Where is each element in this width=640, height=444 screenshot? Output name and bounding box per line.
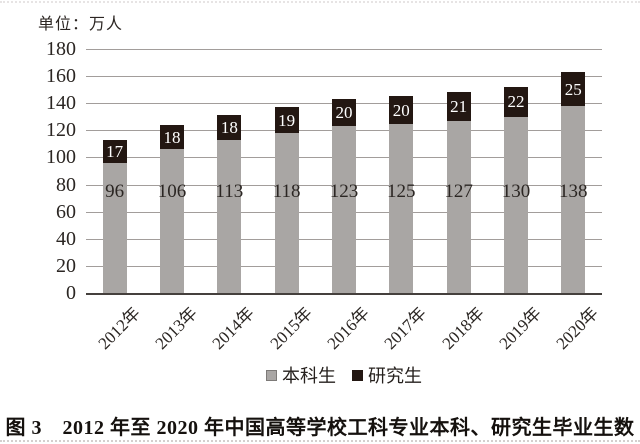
- stacked-bar: 25 138: [559, 72, 588, 293]
- stacked-bar: 18 106: [157, 124, 187, 293]
- bar-slot: 18 113: [201, 49, 258, 293]
- graduate-segment: 21: [446, 92, 471, 121]
- graduate-value-label: 20: [335, 103, 353, 123]
- bar-slot: 18 106: [143, 49, 200, 293]
- y-tick-label: 0: [66, 282, 76, 304]
- legend-item-研究生: 研究生: [352, 362, 422, 388]
- undergraduate-segment: [446, 120, 471, 293]
- undergraduate-value-label: 138: [559, 181, 588, 202]
- bar-slot: 21 127: [430, 49, 487, 293]
- undergraduate-segment: [331, 126, 356, 293]
- bars-container: 17 96 18 106 18 113 19 118 20 123 20 125 21 127 22 130 2…: [86, 49, 602, 293]
- graduate-value-label: 19: [278, 110, 296, 130]
- undergraduate-value-label: 130: [501, 181, 531, 202]
- legend-swatch-icon: [266, 369, 277, 381]
- y-tick-label: 160: [46, 65, 76, 88]
- undergraduate-segment: [102, 162, 127, 293]
- undergraduate-segment: [503, 116, 528, 293]
- stacked-bar: 20 123: [329, 99, 359, 293]
- undergraduate-segment: [389, 123, 414, 293]
- bar-slot: 17 96: [86, 49, 143, 293]
- graduate-value-label: 18: [220, 118, 238, 138]
- undergraduate-value-label: 106: [157, 181, 187, 202]
- undergraduate-segment: [561, 105, 586, 293]
- y-tick-label: 140: [46, 92, 76, 115]
- legend-item-本科生: 本科生: [266, 362, 336, 388]
- undergraduate-value-label: 127: [444, 181, 473, 202]
- undergraduate-value-label: 113: [215, 181, 244, 202]
- graduate-segment: 20: [331, 99, 356, 127]
- stacked-bar: 21 127: [444, 92, 473, 293]
- bar-slot: 22 130: [487, 49, 544, 293]
- undergraduate-value-label: 118: [272, 181, 301, 202]
- stacked-bar: 19 118: [272, 107, 301, 293]
- undergraduate-value-label: 123: [329, 181, 359, 202]
- graduate-segment: 17: [102, 139, 127, 163]
- stacked-bar: 18 113: [215, 115, 244, 293]
- legend: 本科生 研究生: [86, 362, 602, 388]
- unit-label: 单位：万人: [38, 16, 124, 33]
- graduate-value-label: 21: [450, 97, 468, 117]
- undergraduate-segment: [274, 133, 299, 293]
- gridline-160: [86, 76, 602, 78]
- y-tick-label: 80: [56, 173, 76, 196]
- y-tick-label: 100: [46, 146, 76, 169]
- scan-artifact-bottom: [0, 440, 640, 442]
- graduate-value-label: 18: [163, 127, 181, 147]
- y-tick-label: 120: [46, 119, 76, 142]
- y-tick-label: 40: [56, 227, 76, 250]
- y-tick-label: 180: [46, 38, 76, 60]
- legend-label: 研究生: [368, 366, 422, 386]
- gridline-180: [86, 49, 602, 50]
- graduate-segment: 19: [274, 107, 299, 134]
- undergraduate-value-label: 125: [387, 181, 416, 202]
- plot-area: 17 96 18 106 18 113 19 118 20 123 20 125 21 127 22 130 2…: [86, 49, 602, 295]
- undergraduate-segment: [217, 139, 242, 293]
- graduate-value-label: 20: [392, 100, 410, 120]
- graduate-segment: 20: [389, 96, 414, 124]
- undergraduate-value-label: 96: [105, 181, 125, 202]
- stacked-bar: 17 96: [102, 139, 127, 293]
- scan-artifact-top: [0, 1, 640, 3]
- undergraduate-segment: [159, 149, 184, 293]
- y-tick-label: 20: [56, 254, 76, 277]
- graduate-value-label: 25: [564, 79, 582, 99]
- bar-slot: 20 125: [373, 49, 430, 293]
- graduate-segment: 22: [503, 86, 528, 117]
- graduate-segment: 18: [217, 115, 242, 140]
- stacked-bar: 22 130: [501, 86, 531, 293]
- graduate-segment: 18: [159, 124, 184, 150]
- figure-caption: 图 3 2012 年至 2020 年中国高等学校工科专业本科、研究生毕业生数: [5, 417, 635, 439]
- bar-slot: 19 118: [258, 49, 315, 293]
- bar-slot: 20 123: [315, 49, 372, 293]
- stacked-bar: 20 125: [387, 96, 416, 293]
- bar-slot: 25 138: [545, 49, 602, 293]
- graduate-value-label: 17: [106, 141, 124, 161]
- graduate-value-label: 22: [507, 92, 525, 112]
- legend-label: 本科生: [282, 366, 336, 386]
- legend-swatch-icon: [352, 369, 363, 381]
- graduate-segment: 25: [561, 72, 586, 106]
- y-tick-label: 60: [56, 200, 76, 223]
